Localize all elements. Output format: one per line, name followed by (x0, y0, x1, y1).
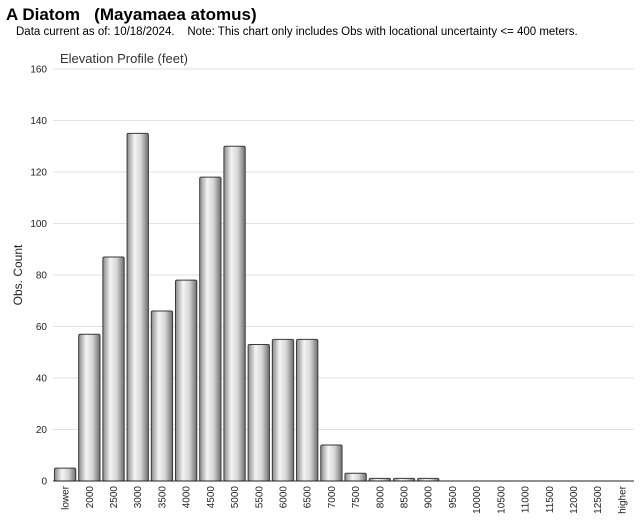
x-tick-label-3000: 3000 (133, 486, 144, 509)
x-tick-label-lower: lower (61, 485, 72, 510)
bar-5500 (247, 344, 270, 482)
gridlines (53, 68, 634, 430)
bar-2500 (102, 256, 125, 482)
y-tick-label: 100 (30, 219, 47, 230)
data-note: Data current as of: 10/18/2024. Note: Th… (16, 26, 578, 38)
bar-7500 (344, 472, 367, 482)
x-tick-label-11000: 11000 (521, 486, 532, 514)
bar-lower (53, 467, 77, 482)
x-tick-label-9000: 9000 (424, 486, 435, 509)
y-tick-label: 60 (36, 322, 48, 333)
x-tick-labels: lower 2000 2500 3000 3500 4000 4500 5000 5500 600… (61, 485, 629, 513)
x-tick-label-higher: higher (617, 485, 628, 513)
bar-3500 (150, 310, 174, 482)
x-tick-label-6000: 6000 (278, 486, 289, 509)
bar-3000 (126, 132, 149, 482)
y-tick-label: 160 (30, 65, 47, 76)
x-tick-label-9500: 9500 (448, 486, 459, 509)
x-tick-label-7500: 7500 (351, 486, 362, 509)
y-tick-label: 40 (36, 374, 48, 385)
x-tick-label-10500: 10500 (496, 486, 507, 514)
y-tick-label: 80 (36, 271, 48, 282)
x-tick-label-11500: 11500 (545, 486, 556, 514)
x-tick-label-7000: 7000 (327, 486, 338, 509)
y-tick-label: 120 (30, 168, 47, 179)
x-tick-label-4500: 4500 (206, 486, 217, 509)
x-tick-label-2000: 2000 (85, 486, 96, 509)
x-tick-label-3500: 3500 (157, 486, 168, 509)
y-tick-label: 140 (30, 116, 47, 127)
bar-2000 (78, 333, 101, 482)
x-tick-label-6500: 6500 (303, 486, 314, 509)
bars (53, 132, 440, 482)
x-tick-label-12000: 12000 (569, 486, 580, 514)
x-tick-label-12500: 12500 (593, 486, 604, 514)
bar-6500 (296, 338, 319, 482)
bar-4000 (174, 279, 198, 482)
x-tick-label-5500: 5500 (254, 486, 265, 509)
chart-title: Elevation Profile (feet) (60, 51, 188, 66)
bar-4500 (199, 176, 222, 482)
bar-6000 (271, 338, 295, 482)
bar-7000 (320, 444, 343, 482)
x-tick-label-5000: 5000 (230, 486, 241, 509)
y-tick-label: 20 (36, 425, 48, 436)
y-tick-label: 0 (41, 477, 47, 488)
x-tick-label-8500: 8500 (400, 486, 411, 509)
y-axis-title: Obs. Count (11, 244, 25, 305)
bar-5000 (223, 145, 246, 482)
x-tick-label-8000: 8000 (375, 486, 386, 509)
page-title: A Diatom (Mayamaea atomus) (6, 5, 257, 24)
x-tick-label-10000: 10000 (472, 486, 483, 514)
x-tick-label-2500: 2500 (109, 486, 120, 509)
x-tick-label-4000: 4000 (182, 486, 193, 509)
y-tick-labels: 0 20 40 60 80 100 120 140 160 (30, 65, 47, 488)
